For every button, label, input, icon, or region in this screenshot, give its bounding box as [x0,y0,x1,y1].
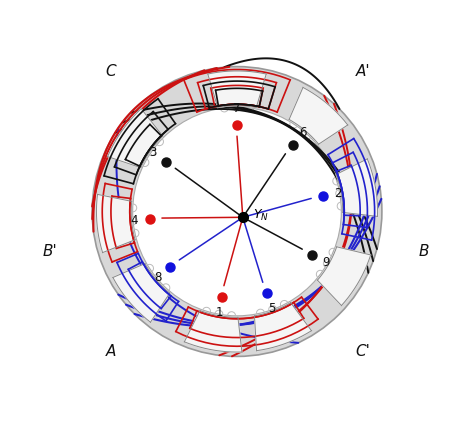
Text: 5: 5 [268,302,276,315]
Polygon shape [318,247,371,305]
Text: 8: 8 [155,271,162,284]
Text: 2: 2 [335,187,342,200]
Polygon shape [336,159,378,217]
Text: A: A [106,344,116,359]
Text: 4: 4 [131,214,138,227]
Polygon shape [289,88,348,144]
Polygon shape [113,264,170,322]
Polygon shape [108,109,163,168]
Polygon shape [208,71,266,107]
Text: C: C [106,64,116,79]
Text: 9: 9 [322,256,330,269]
Text: 3: 3 [149,146,156,159]
Polygon shape [96,195,135,253]
Polygon shape [255,302,311,351]
Text: B: B [419,244,429,259]
Text: A': A' [356,64,370,79]
Text: 7: 7 [233,102,241,115]
Circle shape [92,66,382,357]
Text: 6: 6 [300,126,307,139]
Text: B': B' [43,244,57,259]
Text: $Y_N$: $Y_N$ [253,208,269,223]
Text: 1: 1 [215,306,223,319]
Text: C': C' [356,344,371,359]
Circle shape [133,107,341,316]
Polygon shape [184,310,242,352]
